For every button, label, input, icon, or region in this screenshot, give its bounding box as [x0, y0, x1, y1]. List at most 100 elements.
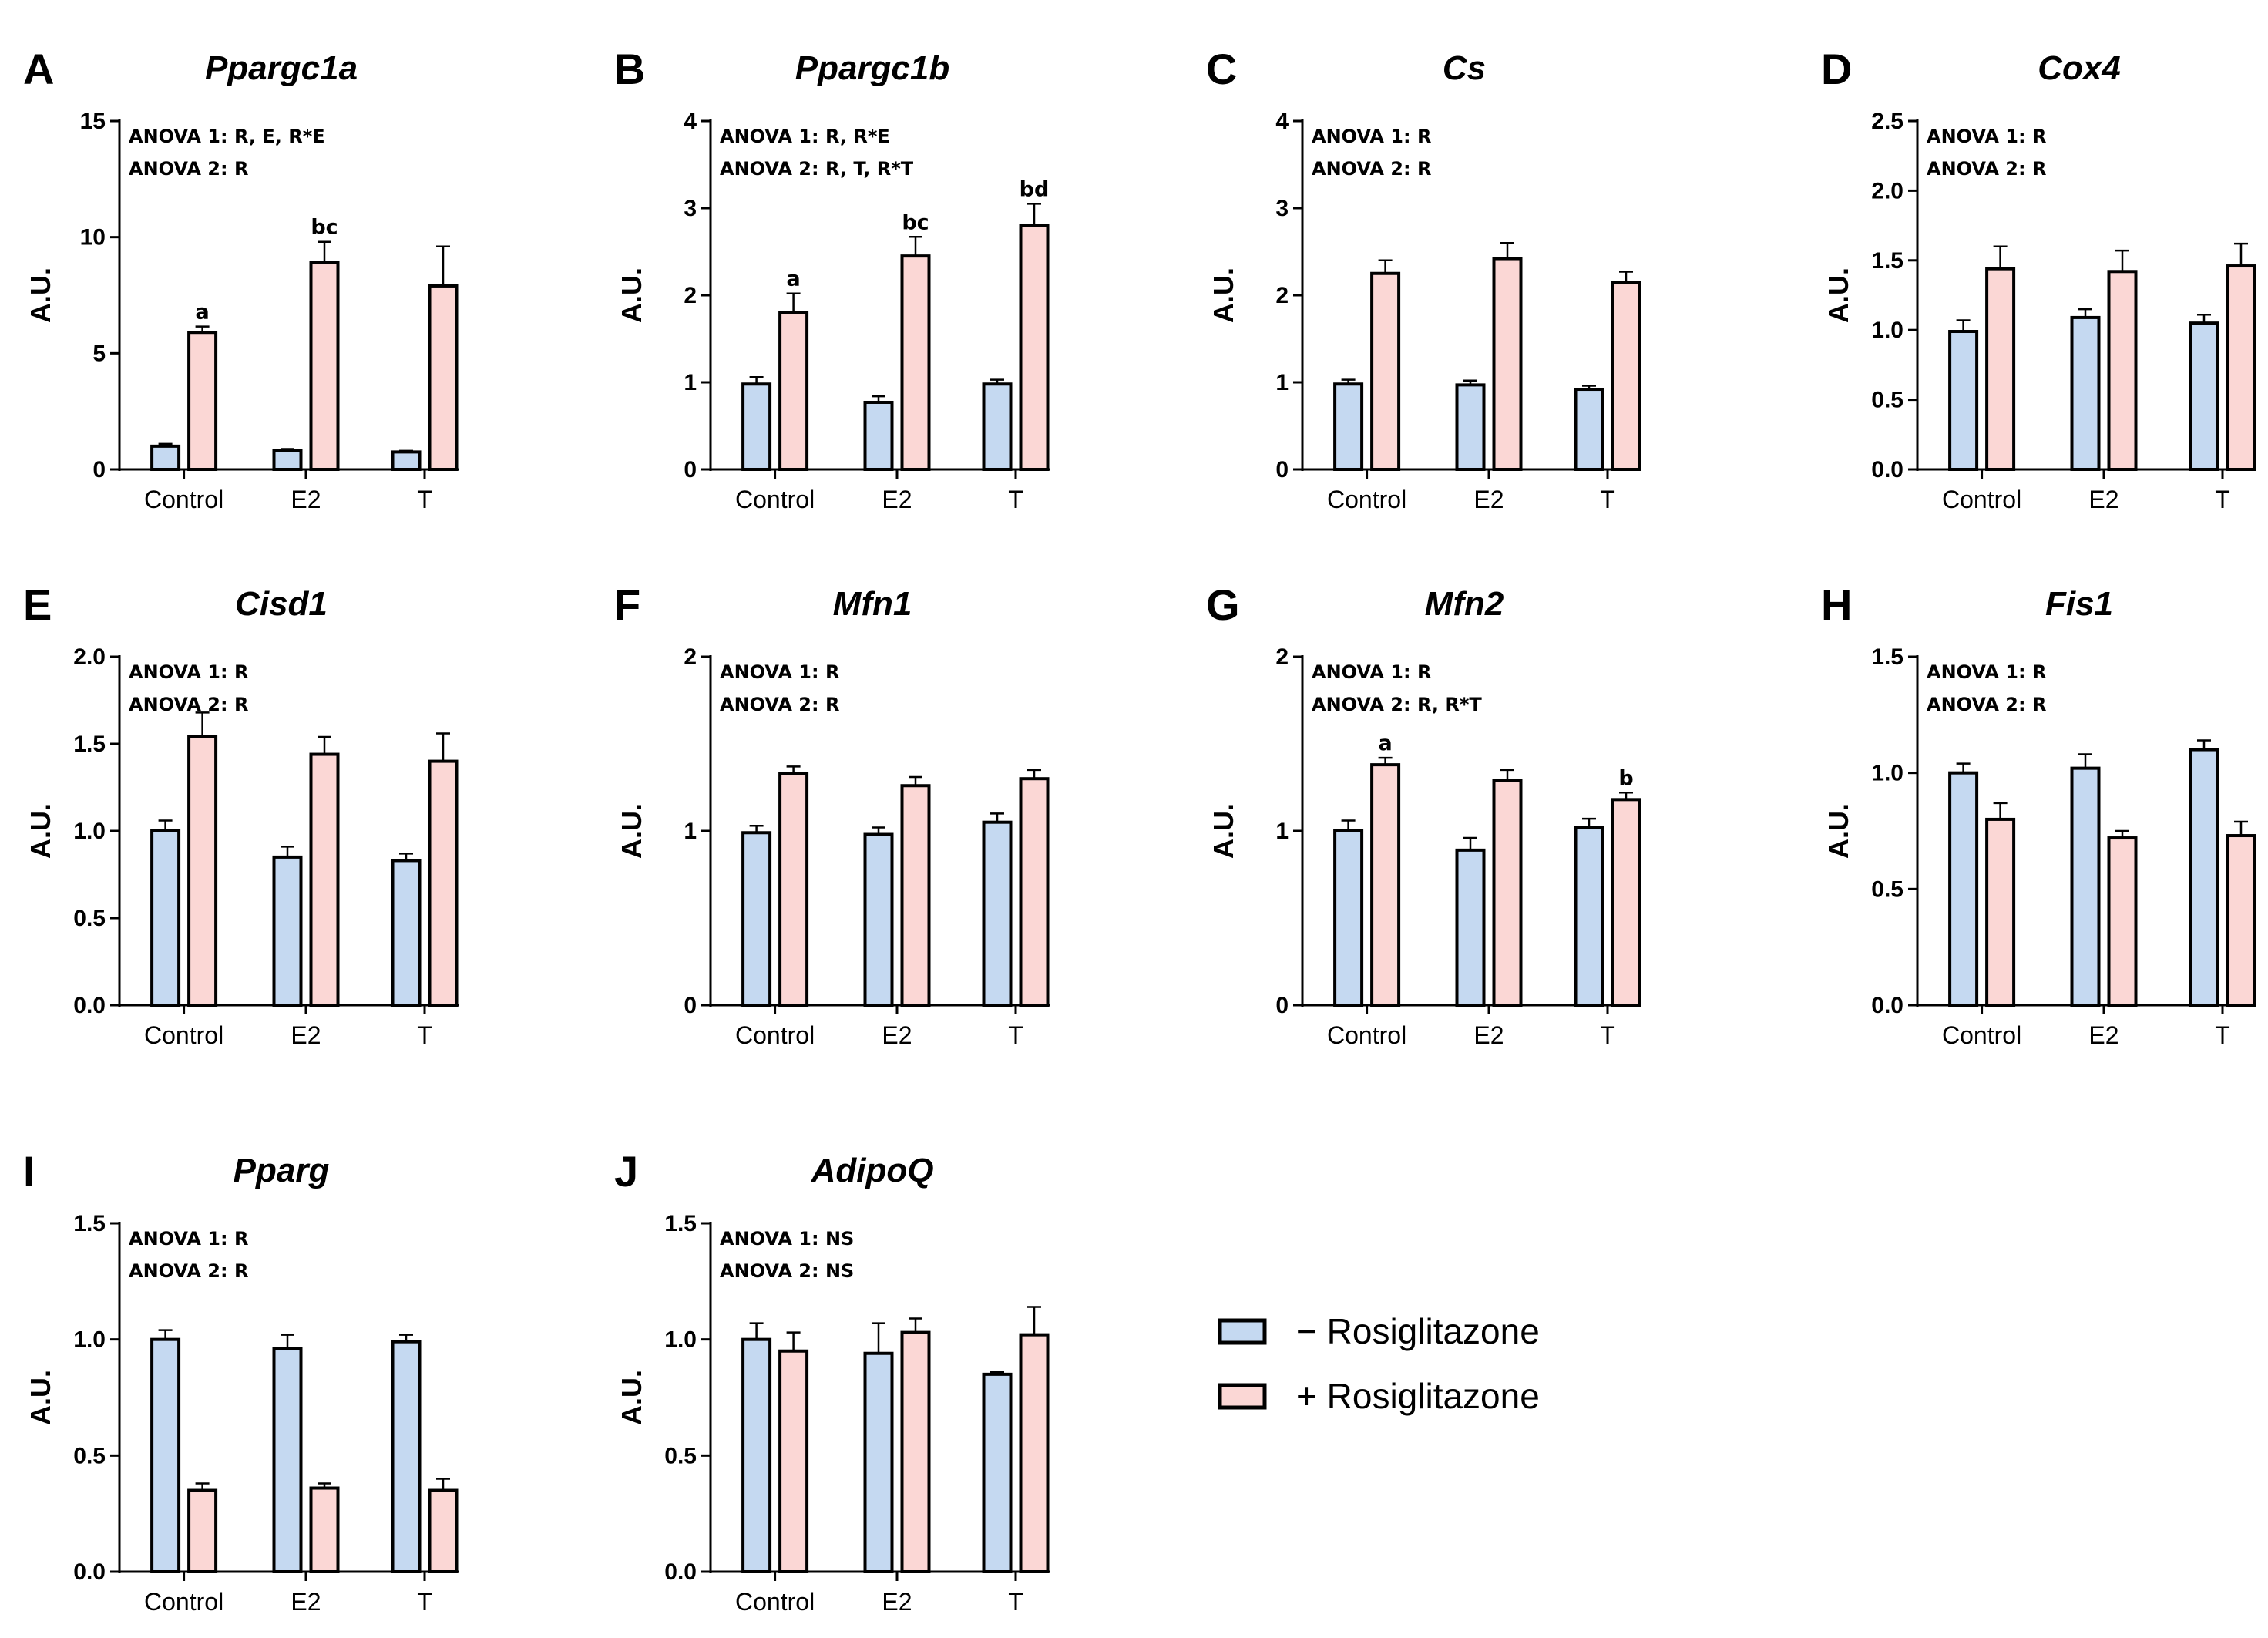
- y-tick-label: 2: [1275, 283, 1289, 308]
- y-tick-label: 1.5: [73, 732, 106, 757]
- panel-g: G Mfn2 A.U. 0 1 2 ANOVA 1: R ANOVA 2: R, R*T Con…: [1206, 580, 1641, 1049]
- y-tick-label: 0.0: [73, 1559, 106, 1585]
- gene-title: AdipoQ: [811, 1152, 934, 1189]
- panel-e: E Cisd1 A.U. 0.0 0.5 1.0 1.5 2.0 ANOVA 1: R ANOVA…: [23, 580, 459, 1049]
- bar-minus-rosiglitazone: [741, 1337, 772, 1573]
- bar-plus-rosiglitazone: [428, 759, 459, 1007]
- bar-minus-rosiglitazone: [272, 449, 303, 471]
- category-label: E2: [291, 1021, 321, 1049]
- panel-letter: D: [1821, 45, 1852, 93]
- significance-letter: bc: [311, 216, 338, 240]
- category-label: Control: [144, 1588, 223, 1616]
- bar-minus-rosiglitazone: [150, 1337, 181, 1573]
- bar-plus-rosiglitazone: [1370, 271, 1401, 471]
- y-tick-label: 1.0: [73, 819, 106, 844]
- anova-note: ANOVA 1: R: [1312, 126, 1431, 147]
- gene-title: Cs: [1443, 49, 1486, 87]
- category-label: E2: [882, 486, 912, 513]
- anova-note: ANOVA 1: R: [720, 661, 839, 683]
- category-label: E2: [1473, 1021, 1504, 1049]
- category-label: T: [417, 486, 432, 513]
- panel-i: I Pparg A.U. 0.0 0.5 1.0 1.5 ANOVA 1: R ANOVA 2:…: [23, 1147, 459, 1616]
- category-label: T: [1008, 1588, 1023, 1616]
- bar-minus-rosiglitazone: [863, 400, 894, 471]
- category-label: Control: [144, 486, 223, 513]
- panel-f: F Mfn1 A.U. 0 1 2 ANOVA 1: R ANOVA 2: R Control E…: [614, 580, 1050, 1049]
- category-label: T: [417, 1588, 432, 1616]
- bar-plus-rosiglitazone: [187, 735, 218, 1007]
- y-tick-label: 2.0: [1871, 178, 1903, 203]
- y-tick-label: 1.5: [1871, 248, 1903, 274]
- y-axis-label: A.U.: [25, 803, 56, 859]
- y-tick-label: 0: [1275, 993, 1289, 1018]
- category-label: Control: [1942, 486, 2021, 513]
- bar-plus-rosiglitazone: [2226, 264, 2256, 471]
- y-tick-label: 3: [1275, 196, 1289, 221]
- y-tick-label: 1: [1275, 370, 1289, 395]
- gene-title: Ppargc1b: [795, 49, 950, 87]
- y-tick-label: 1.0: [1871, 318, 1903, 343]
- anova-note: ANOVA 1: R, E, R*E: [129, 126, 325, 147]
- bar-plus-rosiglitazone: [1492, 779, 1523, 1007]
- bar-plus-rosiglitazone: [778, 1349, 809, 1573]
- category-label: T: [2215, 1021, 2230, 1049]
- gene-title: Fis1: [2045, 585, 2113, 623]
- y-axis-label: A.U.: [1208, 803, 1239, 859]
- category-label: Control: [144, 1021, 223, 1049]
- bar-minus-rosiglitazone: [741, 382, 772, 472]
- category-label: T: [1600, 1021, 1615, 1049]
- y-tick-label: 1.0: [73, 1327, 106, 1353]
- bar-plus-rosiglitazone: [309, 261, 340, 471]
- bar-plus-rosiglitazone: [1611, 281, 1641, 471]
- anova-note: ANOVA 1: R: [129, 1228, 248, 1250]
- y-tick-label: 0.5: [73, 1443, 106, 1468]
- y-tick-label: 0.0: [1871, 457, 1903, 483]
- bar-plus-rosiglitazone: [1019, 1333, 1050, 1573]
- significance-letter: bd: [1020, 177, 1050, 201]
- y-tick-label: 0.5: [1871, 388, 1903, 413]
- y-tick-label: 0: [684, 457, 697, 483]
- bar-plus-rosiglitazone: [1019, 777, 1050, 1007]
- panel-c: C Cs A.U. 0 1 2 3 4 ANOVA 1: R ANOVA 2: R Control E…: [1206, 45, 1641, 513]
- bar-plus-rosiglitazone: [1492, 257, 1523, 471]
- legend-label: − Rosiglitazone: [1296, 1311, 1540, 1351]
- legend-item: − Rosiglitazone: [1218, 1311, 1540, 1351]
- gene-title: Mfn1: [833, 585, 912, 623]
- y-axis-label: A.U.: [1823, 803, 1854, 859]
- legend-label: + Rosiglitazone: [1296, 1376, 1540, 1416]
- bar-plus-rosiglitazone: [428, 1488, 459, 1573]
- bar-minus-rosiglitazone: [150, 829, 181, 1007]
- category-label: Control: [1327, 1021, 1406, 1049]
- anova-note: ANOVA 2: R: [129, 694, 248, 715]
- category-label: T: [1600, 486, 1615, 513]
- category-label: E2: [1473, 486, 1504, 513]
- y-tick-label: 2: [684, 644, 697, 670]
- bar-plus-rosiglitazone: [1019, 224, 1050, 471]
- y-tick-label: 1.5: [73, 1211, 106, 1236]
- category-label: E2: [2088, 486, 2118, 513]
- bar-plus-rosiglitazone: [2107, 836, 2138, 1007]
- anova-note: ANOVA 2: R, R*T: [1312, 694, 1482, 715]
- category-label: Control: [735, 1588, 815, 1616]
- bar-plus-rosiglitazone: [309, 752, 340, 1007]
- bar-plus-rosiglitazone: [1985, 267, 2016, 471]
- anova-note: ANOVA 2: R: [129, 1260, 248, 1282]
- y-tick-label: 0: [1275, 457, 1289, 483]
- panel-letter: H: [1821, 580, 1852, 629]
- legend: − Rosiglitazone + Rosiglitazone: [1218, 1311, 1540, 1416]
- legend-item: + Rosiglitazone: [1218, 1376, 1540, 1416]
- legend-swatch: [1218, 1318, 1267, 1345]
- panel-letter: C: [1206, 45, 1237, 93]
- panel-h: H Fis1 A.U. 0.0 0.5 1.0 1.5 ANOVA 1: R ANOVA 2: …: [1821, 580, 2256, 1049]
- significance-letter: b: [1618, 766, 1633, 790]
- y-axis-label: A.U.: [25, 1370, 56, 1425]
- bar-plus-rosiglitazone: [2226, 834, 2256, 1007]
- y-axis-label: A.U.: [616, 803, 647, 859]
- bar-minus-rosiglitazone: [2189, 748, 2219, 1007]
- legend-swatch: [1218, 1383, 1267, 1410]
- anova-note: ANOVA 1: R: [129, 661, 248, 683]
- category-label: E2: [291, 486, 321, 513]
- bar-plus-rosiglitazone: [1985, 817, 2016, 1007]
- y-tick-label: 4: [1275, 109, 1289, 134]
